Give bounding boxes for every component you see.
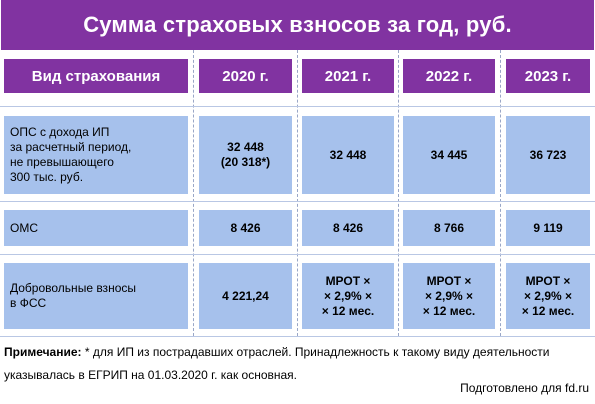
header-year-2022: 2022 г. [403,59,495,93]
row-fss-2022: МРОТ × × 2,9% × × 12 мес. [403,263,495,329]
row-oms-2021: 8 426 [302,210,394,246]
table-title: Сумма страховых взносов за год, руб. [1,0,594,50]
row-oms-2022: 8 766 [403,210,495,246]
row-divider [0,201,595,202]
column-divider [500,50,501,336]
row-divider [0,254,595,255]
header-insurance-type: Вид страхования [4,59,188,93]
row-fss-2021: МРОТ × × 2,9% × × 12 мес. [302,263,394,329]
row-divider [0,336,595,337]
row-ops-2022: 34 445 [403,116,495,194]
header-year-2023: 2023 г. [506,59,590,93]
row-oms-2020: 8 426 [199,210,292,246]
row-fss-2023: МРОТ × × 2,9% × × 12 мес. [506,263,590,329]
footnote-label: Примечание: [4,345,82,359]
row-ops-2021: 32 448 [302,116,394,194]
row-ops-label: ОПС с дохода ИП за расчетный период, не … [4,116,188,194]
row-fss-2020: 4 221,24 [199,263,292,329]
column-divider [193,50,194,336]
row-ops-2023: 36 723 [506,116,590,194]
column-divider [297,50,298,336]
row-oms-label: ОМС [4,210,188,246]
header-year-2020: 2020 г. [199,59,292,93]
row-fss-label: Добровольные взносы в ФСС [4,263,188,329]
footnote: Примечание: * для ИП из пострадавших отр… [4,341,590,387]
header-year-2021: 2021 г. [302,59,394,93]
row-ops-2020: 32 448 (20 318*) [199,116,292,194]
row-divider [0,106,595,107]
row-oms-2023: 9 119 [506,210,590,246]
footnote-text: * для ИП из пострадавших отраслей. Прина… [4,345,550,382]
source-credit: Подготовлено для fd.ru [460,381,589,395]
column-divider [398,50,399,336]
